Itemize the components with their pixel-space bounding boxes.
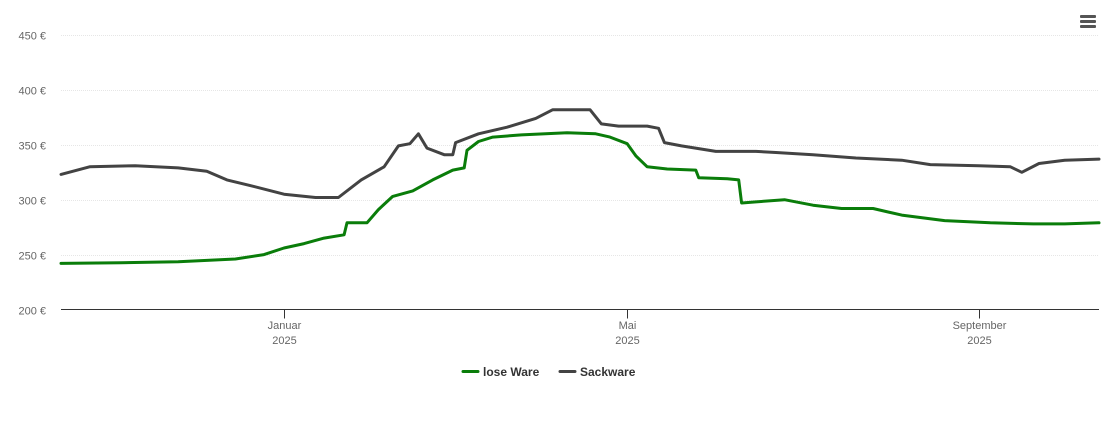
legend-item-lose-ware[interactable]: lose Ware [461,365,540,379]
x-tick-year: 2025 [967,335,991,347]
y-axis-labels: 200 € 250 € 300 € 350 € 400 € 450 € [18,31,46,318]
x-axis-labels: Januar 2025 Mai 2025 September 2025 [268,309,1007,347]
y-tick-label: 400 € [18,86,46,98]
x-tick-label: September [953,320,1007,332]
grid-lines [61,35,1099,256]
y-tick-label: 200 € [18,306,46,318]
x-tick-year: 2025 [272,335,296,347]
series-line-lose-ware[interactable] [59,131,1101,265]
legend-label: lose Ware [483,365,540,379]
series-lines [59,108,1101,265]
legend: lose Ware Sackware [461,365,636,379]
y-tick-label: 250 € [18,251,46,263]
legend-item-sackware[interactable]: Sackware [558,365,636,379]
y-tick-label: 300 € [18,196,46,208]
hamburger-menu-icon[interactable] [1080,15,1096,28]
x-tick-label: Januar [268,320,302,332]
y-tick-label: 350 € [18,141,46,153]
x-tick-label: Mai [619,320,637,332]
x-tick-year: 2025 [615,335,639,347]
legend-label: Sackware [580,365,636,379]
series-line-sackware[interactable] [59,108,1101,199]
y-tick-label: 450 € [18,31,46,43]
